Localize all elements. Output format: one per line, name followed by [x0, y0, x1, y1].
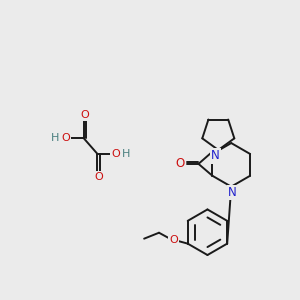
Text: H: H: [122, 149, 130, 159]
Text: O: O: [61, 133, 70, 143]
Text: N: N: [228, 186, 237, 199]
Text: O: O: [80, 110, 89, 120]
Text: N: N: [211, 149, 220, 162]
Text: O: O: [175, 158, 184, 170]
Text: O: O: [94, 172, 103, 182]
Text: O: O: [169, 235, 178, 245]
Text: H: H: [51, 133, 59, 143]
Text: O: O: [111, 149, 120, 159]
